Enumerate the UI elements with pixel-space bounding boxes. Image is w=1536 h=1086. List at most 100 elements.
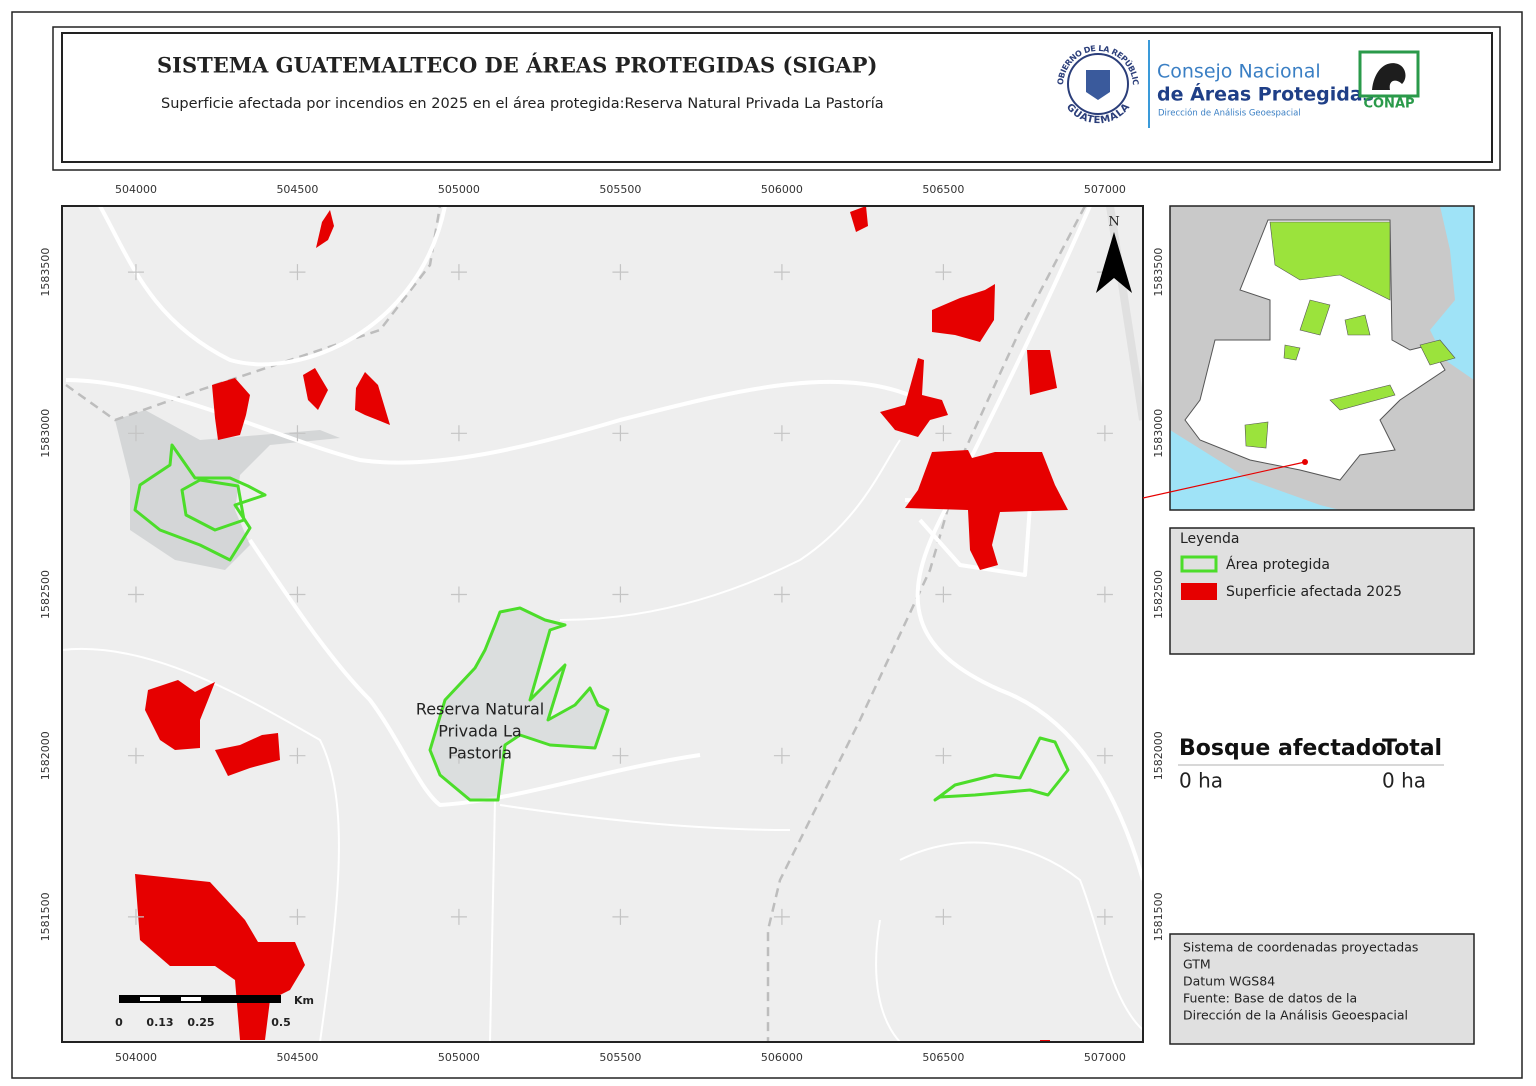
x-tick-label: 504000: [115, 183, 157, 196]
header-frame: [52, 26, 1501, 171]
note-line: Sistema de coordenadas proyectadas: [1183, 940, 1418, 955]
grid-cross: [612, 425, 629, 442]
x-tick-label: 505000: [438, 183, 480, 196]
north-label: N: [1108, 215, 1119, 230]
grid-cross: [612, 264, 629, 281]
x-tick-label: 505500: [599, 1051, 641, 1064]
burned-area: [932, 284, 995, 342]
inset-sea: [1430, 206, 1474, 380]
x-tick-label: 507000: [1084, 1051, 1126, 1064]
scale-bar: Km 0 0.13 0.25 0.5: [115, 994, 314, 1029]
x-tick-label: 506500: [922, 1051, 964, 1064]
burned-area: [1027, 350, 1057, 395]
conap-acronym: CONAP: [1363, 97, 1414, 112]
notes-box: [1169, 933, 1475, 1045]
inset-sea: [1170, 430, 1340, 510]
org-line1: Consejo Nacional: [1157, 61, 1321, 83]
org-line3: Dirección de Análisis Geoespacial: [1158, 108, 1301, 119]
inset-frame: [1169, 205, 1475, 511]
header-inner: [61, 32, 1493, 163]
grid-cross: [773, 586, 790, 603]
burned-area: [850, 206, 868, 232]
burned-area: [880, 358, 948, 437]
y-tick-label: 1583500: [39, 248, 52, 297]
summary-cell: 0 ha: [1382, 769, 1426, 793]
grid-cross: [1096, 586, 1113, 603]
summary-header: Total: [1382, 736, 1442, 761]
org-line2: de Áreas Protegidas: [1157, 83, 1374, 106]
grid-cross: [127, 908, 144, 925]
grid-cross: [935, 586, 952, 603]
legend-swatch: [1180, 555, 1218, 573]
notes: Sistema de coordenadas proyectadas GTM Dat…: [1183, 940, 1418, 1023]
road: [915, 206, 1143, 881]
scale-segment: [181, 997, 201, 1001]
legend-label: Área protegida: [1226, 556, 1330, 573]
north-arrow: [1096, 232, 1132, 293]
grid-cross: [127, 747, 144, 764]
y-tick-label: 1582000: [39, 731, 52, 780]
grid-cross: [450, 425, 467, 442]
y-tick-label: 1582500: [1152, 570, 1165, 619]
x-tick-label: 506000: [761, 1051, 803, 1064]
scale-label: 0.5: [271, 1016, 291, 1029]
road: [489, 799, 791, 1042]
scale-label: 0: [115, 1016, 123, 1029]
x-tick-label: 504000: [115, 1051, 157, 1064]
x-tick-label: 506500: [922, 183, 964, 196]
y-tick-label: 1582500: [39, 570, 52, 619]
burned-area: [145, 680, 215, 750]
grid-cross: [773, 425, 790, 442]
note-line: GTM: [1183, 957, 1211, 972]
protected-area: [180, 478, 246, 532]
grid-cross: [289, 747, 306, 764]
scale-unit: Km: [294, 994, 314, 1007]
grid-cross: [935, 425, 952, 442]
inset-pointer: [1142, 461, 1306, 499]
y-tick-label: 1583000: [39, 409, 52, 458]
grid-cross: [450, 747, 467, 764]
y-tick-label: 1583500: [1152, 248, 1165, 297]
coordinate-ticks: 504000 504000 504500 504500 505000 505000 5055…: [39, 183, 1165, 1064]
place-label: Reserva Natural: [416, 700, 544, 719]
place-label: Pastoría: [448, 744, 512, 763]
outer-frame: [11, 11, 1523, 1079]
inset-map: [1170, 206, 1474, 510]
map-frame: [61, 205, 1144, 1043]
subtitle: Superficie afectada por incendios en 202…: [161, 96, 884, 112]
grid-cross: [289, 425, 306, 442]
grid-cross: [612, 908, 629, 925]
grid-cross: [935, 264, 952, 281]
grid-cross: [1096, 747, 1113, 764]
burned-area: [355, 372, 390, 425]
grid-cross: [450, 264, 467, 281]
x-tick-label: 507000: [1084, 183, 1126, 196]
note-line: Fuente: Base de datos de la: [1183, 991, 1357, 1006]
title: SISTEMA GUATEMALTECO DE ÁREAS PROTEGIDAS…: [157, 53, 877, 78]
x-tick-label: 504500: [276, 183, 318, 196]
emblem-shield: [1086, 70, 1110, 100]
burned-area: [905, 450, 1068, 570]
burned-area: [215, 733, 280, 776]
road: [98, 206, 447, 367]
grid-cross: [450, 908, 467, 925]
x-tick-label: 504500: [276, 1051, 318, 1064]
y-tick-label: 1581500: [1152, 892, 1165, 941]
summary-header: Bosque afectado: [1179, 736, 1387, 761]
grid-cross: [289, 586, 306, 603]
burned-area: [303, 368, 328, 410]
grid-cross: [1096, 425, 1113, 442]
y-tick-label: 1583000: [1152, 409, 1165, 458]
note-line: Dirección de la Análisis Geoespacial: [1183, 1008, 1408, 1023]
road: [62, 647, 340, 1042]
grid-cross: [289, 908, 306, 925]
grid-cross: [612, 586, 629, 603]
scale-segment: [140, 997, 160, 1001]
inset-protected: [1244, 221, 1456, 449]
grid-cross: [127, 264, 144, 281]
grid-cross: [935, 747, 952, 764]
grid-cross: [935, 908, 952, 925]
scale-label: 0.25: [187, 1016, 214, 1029]
grid-cross: [612, 747, 629, 764]
grid-cross: [773, 264, 790, 281]
